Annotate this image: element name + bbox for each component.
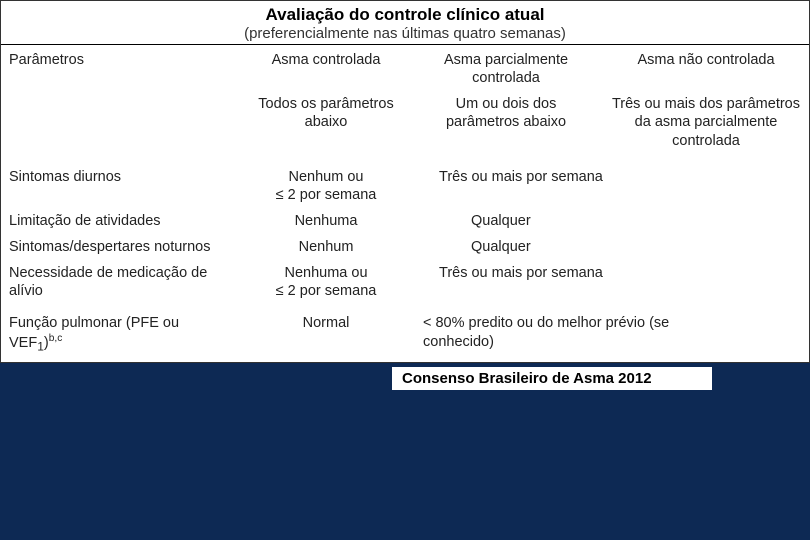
citation-text: Consenso Brasileiro de Asma 2012 [402, 370, 652, 387]
table-grid: Parâmetros Asma controlada Asma parcialm… [1, 45, 809, 362]
row-limit-partial: Qualquer [411, 208, 810, 234]
col-header-param: Parâmetros [1, 45, 241, 91]
col-header-controlled: Asma controlada [241, 45, 411, 91]
desc-controlled: Todos os parâmetros abaixo [241, 91, 411, 163]
row-medic-label: Necessidade de medicação de alívio [1, 260, 241, 304]
row-diurnos-controlled: Nenhum ou ≤ 2 por semana [241, 164, 411, 208]
func-label-sup: b,c [49, 333, 63, 344]
row-func-partial: < 80% predito ou do melhor prévio (se co… [411, 304, 810, 362]
row-diurnos-partial: Três ou mais por semana [411, 164, 810, 208]
col-header-partial: Asma parcialmente controlada [411, 45, 601, 91]
row-noturnos-controlled: Nenhum [241, 234, 411, 260]
row-func-controlled: Normal [241, 304, 411, 362]
row-medic-partial: Três ou mais por semana [411, 260, 810, 304]
col-header-uncontrolled: Asma não controlada [601, 45, 810, 91]
row-noturnos-partial: Qualquer [411, 234, 810, 260]
assessment-table: Avaliação do controle clínico atual (pre… [0, 0, 810, 363]
desc-empty [1, 91, 241, 163]
row-medic-controlled: Nenhuma ou ≤ 2 por semana [241, 260, 411, 304]
desc-uncontrolled: Três ou mais dos parâmetros da asma parc… [601, 91, 810, 163]
row-noturnos-label: Sintomas/despertares noturnos [1, 234, 241, 260]
table-header: Avaliação do controle clínico atual (pre… [1, 1, 809, 45]
table-subtitle: (preferencialmente nas últimas quatro se… [1, 25, 809, 42]
desc-partial: Um ou dois dos parâmetros abaixo [411, 91, 601, 163]
table-title: Avaliação do controle clínico atual [1, 5, 809, 25]
row-diurnos-label: Sintomas diurnos [1, 164, 241, 208]
citation-box: Consenso Brasileiro de Asma 2012 [392, 367, 712, 390]
func-label-sub: 1 [37, 339, 44, 353]
func-label-pre: Função pulmonar (PFE ou VEF [9, 315, 179, 350]
row-limit-label: Limitação de atividades [1, 208, 241, 234]
row-limit-controlled: Nenhuma [241, 208, 411, 234]
row-func-label: Função pulmonar (PFE ou VEF1)b,c [1, 304, 241, 362]
